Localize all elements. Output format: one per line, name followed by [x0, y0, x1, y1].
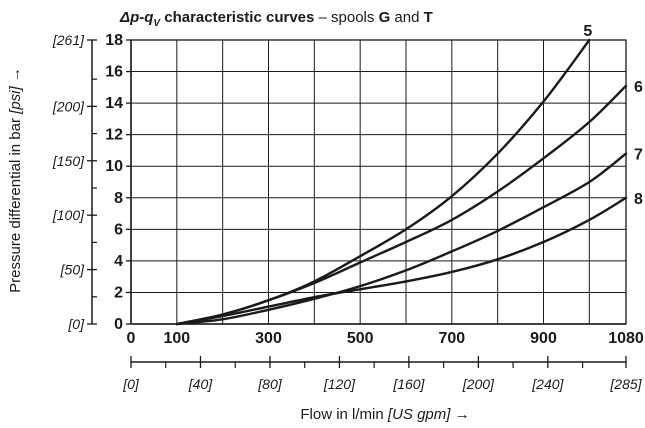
series-line-8 [175, 196, 628, 326]
y-alt-tick-label: [100] [52, 207, 85, 223]
y-tick-label: 0 [114, 316, 123, 333]
y-tick-label: 18 [105, 32, 123, 49]
x-tick-label: 100 [163, 330, 190, 347]
x-tick-label: 1080 [608, 330, 644, 347]
x-alt-tick-label: [0] [122, 376, 140, 392]
x-alt-tick-label: [200] [462, 376, 495, 392]
title-sep: – spools [314, 9, 378, 26]
series-line-6 [175, 84, 628, 326]
y-tick-label: 4 [114, 253, 123, 270]
y-tick-label: 12 [105, 127, 123, 144]
series-label-5: 5 [583, 23, 592, 40]
x-tick-label: 500 [347, 330, 374, 347]
x-tick-label: 0 [127, 330, 136, 347]
labels-layer: 5 6 7 8 [583, 23, 643, 208]
x-alt-tick-label: [80] [257, 376, 282, 392]
chart-title: Δp-qV characteristic curves – spools G a… [119, 9, 433, 29]
x-alt-tick-label: [40] [188, 376, 213, 392]
y-axis-label-text: Pressure differential in bar [7, 118, 24, 293]
y-axis-label-alt: [psi] [7, 86, 24, 115]
title-dp: Δp-q [119, 9, 153, 26]
y-axis-label-arrow: → [7, 67, 24, 82]
x-tick-label: 900 [530, 330, 557, 347]
series-layer [175, 38, 628, 326]
y-alt-tick-label: [0] [67, 316, 85, 332]
series-label-6: 6 [634, 79, 643, 96]
y-tick-label: 8 [114, 190, 123, 207]
title-spool-t: T [424, 9, 433, 26]
y-tick-label: 16 [105, 64, 123, 81]
series-line-5 [175, 38, 591, 326]
x-tick-label: 300 [255, 330, 282, 347]
y-alt-tick-label: [50] [60, 262, 85, 278]
y-tick-label: 10 [105, 158, 123, 175]
x-tick-label: 700 [438, 330, 465, 347]
x-alt-tick-label: [240] [531, 376, 564, 392]
x-axis-label: Flow in l/min [US gpm] → [300, 406, 469, 423]
x-alt-tick-label: [120] [323, 376, 356, 392]
series-line-7 [175, 152, 628, 326]
x-axis-label-text: Flow in l/min [300, 406, 383, 423]
y-alt-tick-label: [261] [52, 32, 85, 48]
y-tick-label: 14 [105, 95, 123, 112]
title-spool-g: G [379, 9, 391, 26]
x-axis-label-alt: [US gpm] [387, 406, 451, 423]
series-label-8: 8 [634, 191, 643, 208]
x-axis-label-arrow: → [455, 406, 470, 423]
title-rest: characteristic curves [160, 9, 314, 26]
y-tick-label: 2 [114, 284, 123, 301]
axes: 0 2 4 6 8 10 12 14 16 18 [0] [50] [100] [150] [200] [26… [52, 32, 644, 392]
y-alt-tick-label: [200] [52, 98, 85, 114]
y-alt-tick-label: [150] [52, 153, 85, 169]
y-axis-label: Pressure differential in bar [psi] → [7, 67, 24, 293]
x-alt-tick-label: [160] [392, 376, 425, 392]
y-tick-label: 6 [114, 221, 123, 238]
title-and: and [390, 9, 423, 26]
x-alt-tick-label: [285] [609, 376, 642, 392]
series-label-7: 7 [634, 147, 643, 164]
title-subscript: V [153, 18, 161, 29]
